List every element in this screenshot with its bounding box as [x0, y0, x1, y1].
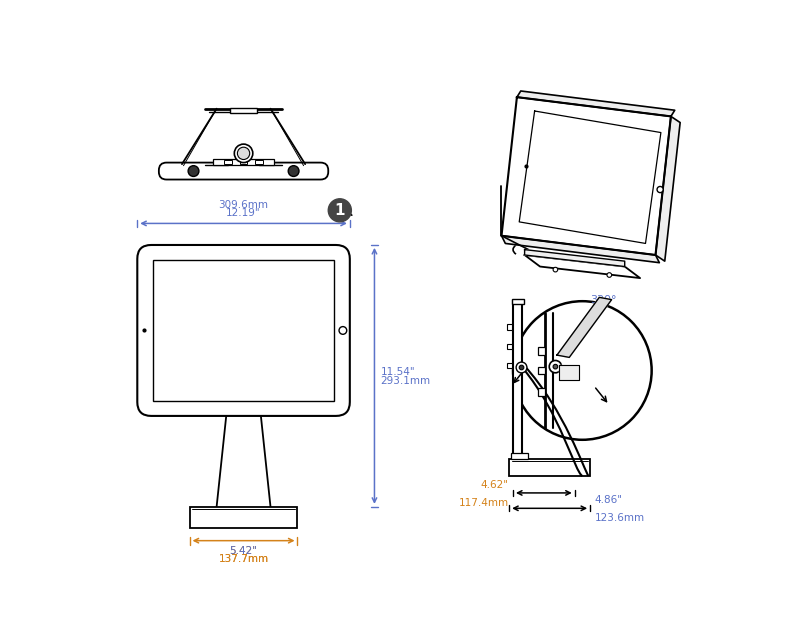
Bar [513, 301, 523, 459]
Bar [507, 344, 512, 349]
Text: 137.7mm: 137.7mm [219, 553, 269, 564]
Polygon shape [517, 91, 675, 117]
FancyBboxPatch shape [159, 163, 328, 180]
Bar [230, 108, 258, 114]
Polygon shape [656, 117, 680, 261]
Text: 5.42": 5.42" [229, 546, 258, 556]
Bar [190, 507, 297, 528]
Bar [224, 160, 232, 164]
Text: 137.7mm: 137.7mm [219, 553, 269, 564]
Polygon shape [525, 255, 640, 278]
Text: 117.4mm: 117.4mm [458, 497, 508, 508]
Bar [153, 260, 335, 400]
Text: 309.6mm: 309.6mm [219, 201, 269, 210]
Polygon shape [501, 236, 659, 263]
Text: 4.86": 4.86" [595, 495, 623, 505]
Circle shape [234, 144, 253, 163]
Bar [511, 453, 527, 459]
Circle shape [513, 301, 652, 440]
Text: 293.1mm: 293.1mm [381, 376, 431, 386]
Text: 123.6mm: 123.6mm [595, 513, 645, 523]
Circle shape [328, 199, 351, 222]
Bar [538, 366, 546, 375]
Bar [507, 325, 512, 329]
Bar [509, 459, 590, 476]
Circle shape [607, 273, 611, 277]
Bar [213, 159, 274, 165]
Circle shape [553, 267, 557, 272]
Text: 330°: 330° [590, 295, 617, 305]
Circle shape [550, 360, 561, 373]
Bar [538, 388, 546, 396]
Text: 12.19": 12.19" [226, 208, 261, 218]
Bar [239, 160, 247, 164]
Circle shape [237, 147, 250, 160]
Bar [511, 299, 524, 304]
Polygon shape [559, 365, 579, 381]
Text: 1: 1 [335, 203, 345, 218]
Text: 5.42": 5.42" [229, 546, 258, 556]
Circle shape [339, 326, 347, 334]
Circle shape [516, 362, 527, 373]
Polygon shape [519, 111, 661, 244]
Circle shape [519, 365, 524, 370]
Circle shape [657, 186, 663, 193]
Bar [507, 363, 512, 368]
Circle shape [288, 166, 299, 176]
Circle shape [553, 364, 557, 369]
Polygon shape [501, 97, 671, 255]
Bar [255, 160, 262, 164]
Text: 4.62": 4.62" [481, 480, 508, 490]
Bar [538, 347, 546, 355]
FancyBboxPatch shape [137, 245, 350, 416]
Polygon shape [525, 250, 625, 267]
Polygon shape [557, 297, 611, 357]
Circle shape [188, 166, 199, 176]
Text: 11.54": 11.54" [381, 367, 416, 377]
